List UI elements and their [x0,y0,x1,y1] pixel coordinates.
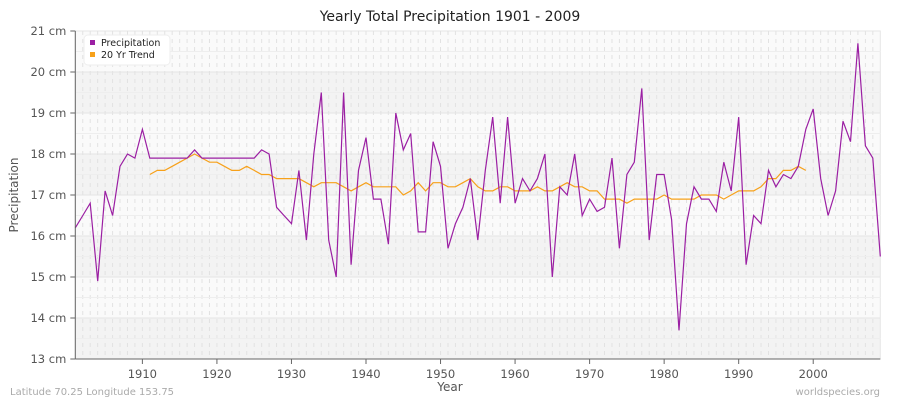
y-tick-label: 19 cm [30,106,66,120]
x-tick-label: 1950 [426,367,455,381]
y-axis-ticks: 13 cm 14 cm 15 cm 16 cm 17 cm 18 cm 19 cm 20 cm… [30,24,76,366]
x-tick-label: 1940 [351,367,380,381]
x-tick-label: 1930 [277,367,306,381]
x-tick-label: 1920 [202,367,231,381]
y-tick-label: 15 cm [30,270,66,284]
y-tick-label: 21 cm [30,24,66,38]
legend-label-trend: 20 Yr Trend [101,50,155,61]
source-label: worldspecies.org [796,387,880,398]
x-tick-label: 1960 [500,367,529,381]
x-axis-label: Year [436,380,462,394]
y-tick-label: 16 cm [30,229,66,243]
x-tick-label: 1990 [724,367,753,381]
y-tick-label: 17 cm [30,188,66,202]
chart-title: Yearly Total Precipitation 1901 - 2009 [319,9,581,25]
x-tick-label: 1970 [575,367,604,381]
gridlines [75,31,881,359]
y-tick-label: 14 cm [30,311,66,325]
x-axis-ticks: 1910 1920 1930 1940 1950 1960 1970 1980 1990 2000 [128,359,828,381]
x-tick-label: 1910 [128,367,157,381]
legend-swatch-trend [90,52,95,57]
legend-box [83,34,171,66]
y-tick-label: 13 cm [30,352,66,366]
trend-line [149,153,807,204]
x-tick-label: 1980 [650,367,679,381]
y-tick-label: 20 cm [30,65,66,79]
legend-swatch-precipitation [90,40,95,45]
y-tick-label: 18 cm [30,147,66,161]
legend: Precipitation 20 Yr Trend [83,34,171,66]
x-tick-label: 2000 [799,367,828,381]
legend-label-precipitation: Precipitation [101,38,160,49]
y-axis-label: Precipitation [7,157,21,232]
precipitation-line [74,43,881,331]
location-label: Latitude 70.25 Longitude 153.75 [10,387,174,398]
